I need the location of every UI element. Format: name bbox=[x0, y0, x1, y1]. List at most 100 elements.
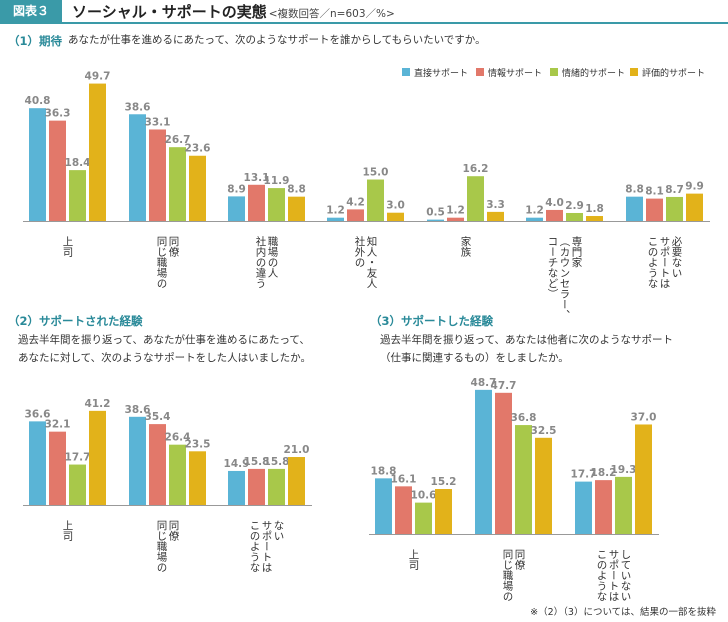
chart-1-bar bbox=[447, 217, 464, 221]
chart-1-bar bbox=[546, 209, 563, 221]
chart-2-category-label: 上司 bbox=[62, 520, 74, 541]
section-1-question: あなたが仕事を進めるにあたって、次のようなサポートを誰からしてもらいたいですか。 bbox=[68, 31, 486, 49]
chart-3-category-label: 同僚 bbox=[514, 549, 526, 570]
chart-3-bar bbox=[575, 481, 592, 534]
chart-1-value-label: 49.7 bbox=[85, 71, 111, 83]
section-2-question-line: 過去半年間を振り返って、あなたが仕事を進めるにあたって、 bbox=[18, 334, 310, 346]
chart-2-bar bbox=[189, 451, 206, 505]
chart-1-bar bbox=[327, 217, 344, 221]
legend-label: 評価的サポート bbox=[642, 67, 705, 79]
chart-1-bar bbox=[129, 114, 146, 221]
chart-2-bar bbox=[49, 431, 66, 505]
legend-label: 情報サポート bbox=[488, 67, 542, 79]
chart-1-bar bbox=[487, 211, 504, 221]
chart-1-bar bbox=[149, 129, 166, 221]
chart-1-value-label: 1.2 bbox=[326, 205, 345, 217]
chart-2-value-label: 32.1 bbox=[45, 419, 71, 431]
chart-1-value-label: 26.7 bbox=[165, 134, 191, 146]
chart-2-value-label: 15.8 bbox=[264, 456, 290, 468]
chart-3-value-label: 36.8 bbox=[511, 412, 537, 424]
chart-3-bar bbox=[475, 389, 492, 534]
section-1-title: （1）期待 bbox=[8, 34, 63, 48]
chart-1-category-label: 上司 bbox=[62, 236, 74, 257]
chart-1-bar bbox=[189, 155, 206, 221]
chart-1-bar bbox=[526, 217, 543, 221]
chart-1-value-label: 3.3 bbox=[486, 199, 505, 211]
chart-1-value-label: 1.2 bbox=[446, 205, 465, 217]
header-rule bbox=[0, 22, 728, 24]
figure-badge: 図表３ bbox=[0, 0, 62, 22]
section-3-question-line: （仕事に関連するもの）をしましたか。 bbox=[380, 352, 569, 364]
chart-2-bar bbox=[129, 416, 146, 505]
chart-2-value-label: 26.4 bbox=[165, 432, 191, 444]
chart-3-value-label: 15.2 bbox=[431, 476, 457, 488]
chart-1-value-label: 40.8 bbox=[25, 95, 51, 107]
chart-3-category-label: サポートは bbox=[608, 549, 620, 602]
chart-1-value-label: 16.2 bbox=[463, 163, 489, 175]
chart-1-category-label: （カウンセラー、 bbox=[559, 236, 571, 320]
figure-header: 図表３ ソーシャル・サポートの実態 <複数回答／n=603／%> bbox=[0, 0, 728, 24]
chart-3-value-label: 18.8 bbox=[371, 465, 397, 477]
chart-1-value-label: 8.9 bbox=[227, 183, 246, 195]
chart-1-bar bbox=[586, 216, 603, 221]
chart-3-bar bbox=[435, 489, 452, 534]
chart-2-value-label: 35.4 bbox=[145, 411, 171, 423]
chart-1-value-label: 8.8 bbox=[287, 184, 306, 196]
chart-1-value-label: 38.6 bbox=[125, 101, 151, 113]
section-3-question: 過去半年間を振り返って、あなたは他者に次のようなサポート （仕事に関連するもの）… bbox=[380, 331, 673, 367]
chart-3-value-label: 19.3 bbox=[611, 464, 637, 476]
chart-1-category-label: 職場の人 bbox=[267, 236, 279, 278]
section-1-question-line: あなたが仕事を進めるにあたって、次のようなサポートを誰からしてもらいたいですか。 bbox=[68, 34, 486, 46]
chart-3-value-label: 32.5 bbox=[531, 425, 557, 437]
chart-1-category-label: 必要ない bbox=[671, 235, 683, 278]
chart-1-category-label: コーチなど） bbox=[547, 236, 559, 299]
chart-2-value-label: 41.2 bbox=[85, 398, 111, 410]
chart-2-value-label: 14.9 bbox=[224, 458, 250, 470]
chart-1-value-label: 0.5 bbox=[426, 207, 445, 219]
chart-1-category-label: 知人・友人 bbox=[366, 235, 378, 288]
chart-1-value-label: 4.2 bbox=[346, 196, 365, 208]
chart-3-value-label: 17.7 bbox=[571, 469, 597, 481]
chart-1-category-label: 同じ職場の bbox=[156, 236, 168, 289]
chart-3-value-label: 10.6 bbox=[411, 490, 437, 502]
chart-1-category-label: 専門家 bbox=[571, 236, 583, 268]
chart-1-value-label: 9.9 bbox=[685, 181, 704, 193]
chart-3-value-label: 37.0 bbox=[631, 411, 657, 423]
chart-2-bar bbox=[228, 470, 245, 505]
chart-1-bar bbox=[89, 83, 106, 221]
section-3-question-line: 過去半年間を振り返って、あなたは他者に次のようなサポート bbox=[380, 334, 673, 346]
chart-1-bar bbox=[228, 196, 245, 221]
chart-3-value-label: 18.2 bbox=[591, 467, 617, 479]
chart-1-value-label: 2.9 bbox=[565, 200, 584, 212]
chart-2-bar bbox=[89, 410, 106, 505]
chart-1-bar bbox=[268, 188, 285, 221]
chart-2-bar bbox=[268, 468, 285, 505]
legend-label: 情緒的サポート bbox=[562, 67, 625, 79]
chart-2-category-label: 同僚 bbox=[168, 520, 180, 541]
chart-1-bar bbox=[69, 170, 86, 221]
chart-2-category-label: 同じ職場の bbox=[156, 520, 168, 573]
chart-3-bar bbox=[595, 480, 612, 534]
chart-3-bar bbox=[635, 424, 652, 534]
chart-3-bar bbox=[515, 425, 532, 534]
chart-1-value-label: 8.8 bbox=[625, 184, 644, 196]
chart-1-category-label: サポートは bbox=[659, 236, 671, 289]
chart-1-value-label: 11.9 bbox=[264, 175, 290, 187]
chart-2-category-label: このような bbox=[249, 520, 261, 573]
chart-1-value-label: 8.7 bbox=[665, 184, 684, 196]
chart-1-category-label: 家族 bbox=[460, 235, 472, 257]
chart-3-category-label: していない bbox=[620, 549, 632, 602]
chart-1-bar bbox=[49, 120, 66, 221]
chart-1-value-label: 1.2 bbox=[525, 205, 544, 217]
chart-1-bar bbox=[169, 147, 186, 221]
chart-1-value-label: 36.3 bbox=[45, 108, 71, 120]
chart-2-category-label: ない bbox=[273, 520, 285, 541]
chart-2-value-label: 36.6 bbox=[25, 408, 51, 420]
chart-2-bar bbox=[149, 424, 166, 505]
chart-3-category-label: 上司 bbox=[408, 549, 420, 570]
chart-1-bar bbox=[666, 196, 683, 221]
chart-3-category-label: このような bbox=[596, 549, 608, 602]
chart-1-value-label: 3.0 bbox=[386, 200, 405, 212]
figure-title-text: ソーシャル・サポートの実態 bbox=[72, 3, 267, 21]
